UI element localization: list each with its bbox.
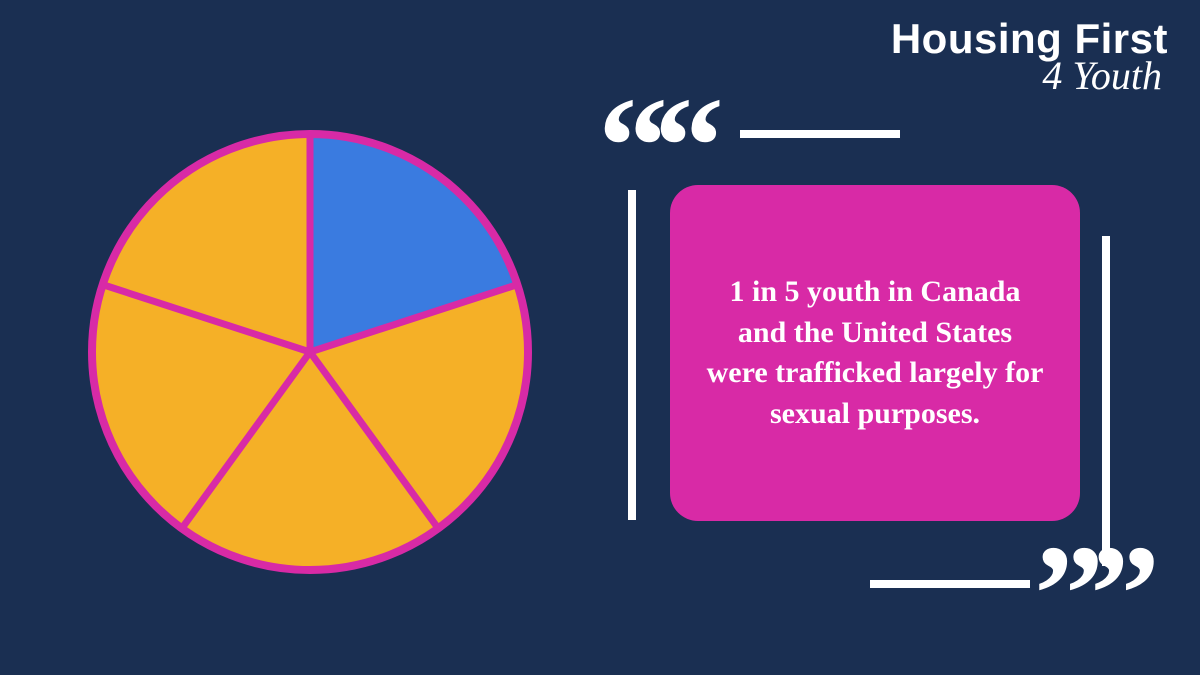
decor-line-bottom	[870, 580, 1030, 588]
decor-line-top	[740, 130, 900, 138]
close-quote-icon: ””	[1034, 560, 1146, 630]
logo-line-2: 4 Youth	[891, 56, 1168, 96]
pie-chart-svg	[84, 126, 536, 578]
stat-card-text: 1 in 5 youth in Canada and the United St…	[706, 272, 1044, 434]
decor-line-left	[628, 190, 636, 520]
pie-chart	[84, 126, 536, 583]
stat-card: 1 in 5 youth in Canada and the United St…	[670, 185, 1080, 521]
brand-logo: Housing First 4 Youth	[891, 18, 1168, 96]
infographic-canvas: Housing First 4 Youth ““ 1 in 5 youth in…	[0, 0, 1200, 675]
open-quote-icon: ““	[598, 112, 710, 182]
